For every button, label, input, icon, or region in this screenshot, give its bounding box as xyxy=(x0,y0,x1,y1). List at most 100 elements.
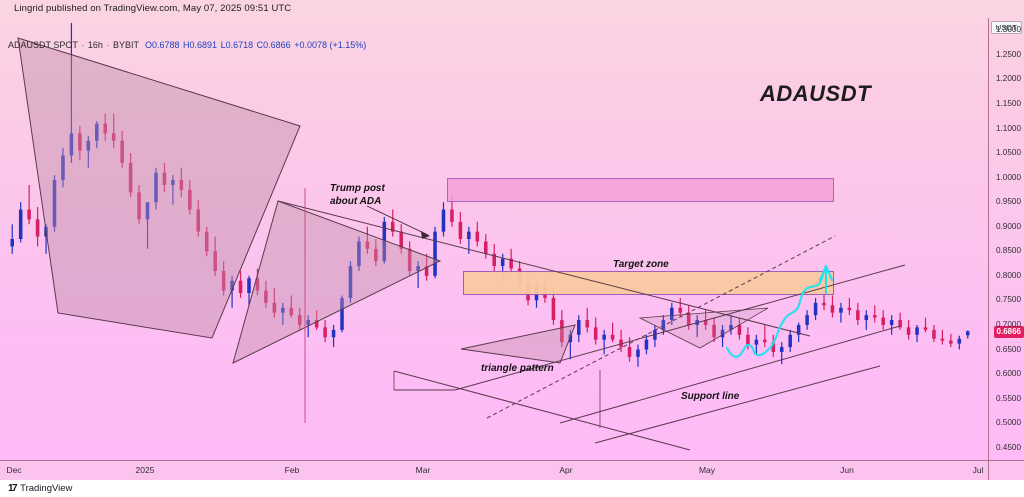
price-tick: 0.5500 xyxy=(995,393,1021,403)
candle-body xyxy=(492,253,497,267)
candle-body xyxy=(467,231,471,239)
annotation-support-line: Support line xyxy=(681,391,740,402)
candle-body xyxy=(10,239,15,247)
candle-body xyxy=(35,219,40,237)
wedge-inner-shape xyxy=(638,307,769,349)
price-unit-badge: USDT xyxy=(990,21,1022,34)
candle-body xyxy=(881,317,885,325)
candle-body xyxy=(872,315,877,318)
price-tick: 0.6500 xyxy=(995,344,1021,354)
target-zone-box[interactable] xyxy=(463,271,834,295)
price-tick: 1.3000 xyxy=(995,25,1021,35)
candle-body xyxy=(128,162,133,193)
candle-body xyxy=(889,320,894,325)
dashed-projection-line xyxy=(486,235,836,419)
legend-change: +0.0078 (+1.15%) xyxy=(294,40,367,50)
price-tick: 0.6000 xyxy=(995,369,1021,379)
candle-body xyxy=(560,320,564,343)
chart-pane[interactable]: ADAUSDT Trump post about ADA Target zone… xyxy=(0,18,988,460)
candle-body xyxy=(137,192,141,220)
legend-high: H0.6891 xyxy=(183,40,218,50)
candle-body xyxy=(103,123,108,134)
time-tick: May xyxy=(698,465,716,475)
candle-body xyxy=(509,258,513,269)
legend-exchange[interactable]: BYBIT xyxy=(112,40,139,50)
ascending-channel-lower xyxy=(594,365,881,444)
candle-body xyxy=(433,231,437,276)
candle-body xyxy=(441,209,446,232)
candle-body xyxy=(154,172,158,203)
price-tick: 0.4500 xyxy=(995,442,1021,452)
candle-body xyxy=(805,315,809,325)
time-tick: Jul xyxy=(972,465,984,475)
candle-body xyxy=(754,339,759,345)
candle-body xyxy=(627,347,632,357)
candle-body xyxy=(864,315,869,321)
candle-body xyxy=(188,189,192,210)
candle-body xyxy=(636,349,640,357)
candle-body xyxy=(898,320,902,328)
candle-body xyxy=(670,307,674,321)
candle-body xyxy=(779,347,784,352)
candle-body xyxy=(763,339,767,343)
price-tick: 1.0500 xyxy=(995,148,1021,158)
price-axis[interactable]: USDT 0.6866 1.3000 1.2500 1.2000 1.1500 1.10… xyxy=(988,18,1024,460)
candle-body xyxy=(686,312,691,325)
trump-annotation-arrow-line xyxy=(366,205,429,236)
lower-descending-line xyxy=(393,370,691,451)
candle-body xyxy=(120,140,124,163)
candle-body xyxy=(424,266,429,276)
candle-body xyxy=(585,320,590,328)
candle-body xyxy=(957,338,962,344)
legend-symbol[interactable]: ADAUSDT SPOT xyxy=(8,40,78,50)
publisher-bar: Lingrid published on TradingView.com, Ma… xyxy=(0,0,1024,18)
candle-body xyxy=(796,324,801,335)
wedge-small-shape xyxy=(460,324,576,364)
trump-annotation-arrow-head xyxy=(421,231,430,239)
tradingview-logo[interactable]: 17 TradingView xyxy=(8,483,72,494)
candle-body xyxy=(314,320,319,328)
ohlc-legend[interactable]: ADAUSDT SPOT · 16h · BYBIT O0.6788 H0.68… xyxy=(8,40,367,50)
time-tick: Feb xyxy=(284,465,300,475)
candle-body xyxy=(737,324,742,335)
candle-body xyxy=(771,342,776,352)
candle-body xyxy=(357,241,361,267)
candle-body xyxy=(382,221,387,262)
candle-body xyxy=(340,297,344,330)
candle-body xyxy=(923,327,928,330)
candle-body xyxy=(856,310,860,321)
price-tick: 0.8500 xyxy=(995,246,1021,256)
candle-body xyxy=(965,331,970,336)
candle-body xyxy=(915,327,919,335)
tradingview-mark-icon: 17 xyxy=(8,483,18,494)
price-tick: 0.9000 xyxy=(995,221,1021,231)
price-tick: 1.0000 xyxy=(995,172,1021,182)
resistance-zone-box[interactable] xyxy=(447,178,834,202)
annotation-trump-line1: Trump post xyxy=(330,183,385,194)
candle-body xyxy=(712,324,716,338)
legend-sep-1: · xyxy=(81,40,85,50)
legend-interval[interactable]: 16h xyxy=(87,40,103,50)
legend-low: L0.6718 xyxy=(220,40,254,50)
candle-body xyxy=(264,290,268,303)
wedge-large-shape xyxy=(17,37,301,339)
legend-sep-2: · xyxy=(106,40,110,50)
candle-body xyxy=(238,280,243,294)
candle-body xyxy=(61,155,65,181)
candle-body xyxy=(145,202,150,220)
candle-body xyxy=(746,334,750,345)
descending-trendline xyxy=(277,200,811,337)
candle-body xyxy=(830,305,835,313)
candle-body xyxy=(171,180,175,185)
legend-open: O0.6788 xyxy=(144,40,180,50)
publisher-text: Lingrid published on TradingView.com, Ma… xyxy=(14,3,292,14)
time-axis[interactable]: Dec 2025 Feb Mar Apr May Jun Jul xyxy=(0,460,988,481)
candle-body xyxy=(906,327,911,335)
candle-body xyxy=(602,334,606,340)
candle-body xyxy=(475,231,480,242)
candle-body xyxy=(230,280,234,291)
symbol-watermark: ADAUSDT xyxy=(760,81,872,106)
candle-body xyxy=(52,180,57,227)
candle-body xyxy=(297,315,302,325)
